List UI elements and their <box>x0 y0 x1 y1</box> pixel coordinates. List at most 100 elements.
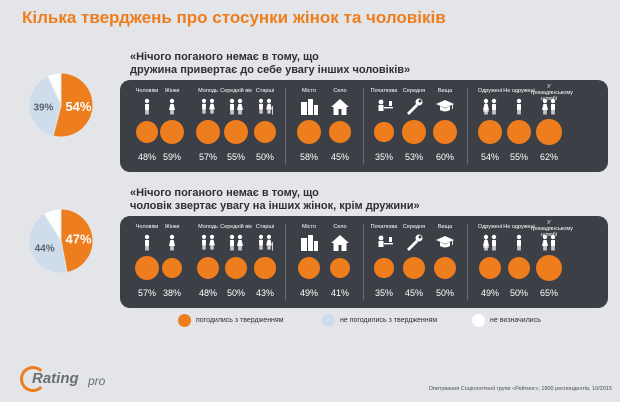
column-label: Село <box>333 88 347 94</box>
column-value: 35% <box>374 288 393 298</box>
value-bubble <box>329 121 351 143</box>
column-label: Жінки <box>164 88 180 94</box>
column-label: Середня <box>402 224 426 230</box>
pie-slice-disagree <box>28 75 62 137</box>
value-bubble <box>507 256 531 280</box>
pie-label-disagree: 44% <box>35 243 55 254</box>
column-value: 48% <box>198 288 217 298</box>
pie-slice-disagree <box>28 213 68 274</box>
value-bubble <box>254 257 276 279</box>
higher-education-icon <box>436 100 454 112</box>
elderly-icon <box>258 98 273 115</box>
statement-text: «Нічого поганого немає в тому, що чоловік… <box>130 187 420 213</box>
column-label: Початкова <box>370 88 398 94</box>
group-divider <box>285 88 286 164</box>
column-label: Одружені <box>477 88 503 94</box>
civil-marriage-icon <box>542 234 556 251</box>
single-icon <box>516 234 522 251</box>
statement-line-2: чоловік звертає увагу на інших жінок, кр… <box>130 200 420 212</box>
value-bubble <box>159 119 185 145</box>
statement-line-2: дружина привертає до себе увагу інших чо… <box>130 64 411 76</box>
value-bubble <box>253 120 277 144</box>
value-bubble <box>478 256 502 280</box>
column-label: У громадянському шлюбі <box>531 84 573 102</box>
statement-line-1: «Нічого поганого немає в тому, що <box>130 187 319 199</box>
pie-slice-undecided <box>46 72 62 106</box>
elderly-icon <box>258 234 273 251</box>
legend-agree-label: погодились з твердженням <box>196 317 284 324</box>
pie-slice-agree <box>60 208 94 274</box>
value-bubble <box>224 120 248 144</box>
breakdown-panel: Чоловіки 57% Жінки 38% Молодь 48% Середній вік… <box>120 216 608 308</box>
column-value: 49% <box>480 288 499 298</box>
column-label: Молодь <box>198 224 218 230</box>
column-value: 49% <box>299 288 318 298</box>
value-bubble <box>536 119 562 145</box>
legend-undecided-label: не визначились <box>490 317 541 324</box>
city-icon <box>301 235 318 251</box>
column-value: 41% <box>330 288 349 298</box>
column-label: У громадянському шлюбі <box>531 220 573 238</box>
column-label: Чоловіки <box>135 224 159 230</box>
column-value: 60% <box>435 152 454 162</box>
legend-undecided-swatch <box>472 314 485 327</box>
value-bubble <box>162 258 182 278</box>
group-divider <box>467 88 468 164</box>
value-bubble <box>374 122 394 142</box>
column-value: 45% <box>404 288 423 298</box>
column-value: 54% <box>480 152 499 162</box>
column-label: Не одружені <box>503 88 535 94</box>
pie-label-disagree: 39% <box>33 103 53 114</box>
value-bubble <box>329 257 351 279</box>
youth-icon <box>201 98 215 114</box>
column-label: Місто <box>301 88 317 94</box>
column-label: Не одружені <box>503 224 535 230</box>
column-label: Вища <box>437 224 453 230</box>
column-label: Село <box>333 224 347 230</box>
group-divider <box>363 88 364 164</box>
pie-slice-agree <box>52 72 94 138</box>
value-bubble <box>374 258 394 278</box>
column-value: 50% <box>226 288 245 298</box>
woman-icon <box>169 234 175 251</box>
married-icon <box>483 234 497 251</box>
village-icon <box>331 235 349 251</box>
column-value: 35% <box>374 152 393 162</box>
column-value: 55% <box>226 152 245 162</box>
column-label: Місто <box>301 224 317 230</box>
single-icon <box>516 98 522 115</box>
man-icon <box>144 234 150 251</box>
city-icon <box>301 99 318 115</box>
value-bubble <box>478 120 502 144</box>
value-bubble <box>432 119 458 145</box>
column-value: 38% <box>162 288 181 298</box>
column-label: Чоловіки <box>135 88 159 94</box>
statement-line-1: «Нічого поганого немає в тому, що <box>130 51 319 63</box>
value-bubble <box>195 119 221 145</box>
column-value: 59% <box>162 152 181 162</box>
group-divider <box>285 224 286 300</box>
man-icon <box>144 98 150 115</box>
column-label: Одружені <box>477 224 503 230</box>
value-bubble <box>196 256 220 280</box>
column-label: Вища <box>437 88 453 94</box>
logo-ring-icon <box>20 366 46 392</box>
middle-age-icon <box>229 234 243 251</box>
pie-chart: 47% 44% <box>28 208 94 274</box>
source-footnote: Опитування Соціологічної групи «Рейтинг»… <box>428 386 612 392</box>
legend-disagree-swatch <box>322 314 335 327</box>
value-bubble <box>296 119 322 145</box>
value-bubble <box>433 256 457 280</box>
value-bubble <box>402 120 426 144</box>
column-value: 50% <box>255 152 274 162</box>
column-value: 65% <box>539 288 558 298</box>
column-value: 57% <box>198 152 217 162</box>
middle-age-icon <box>229 98 243 115</box>
married-icon <box>483 98 497 115</box>
column-value: 45% <box>330 152 349 162</box>
column-label: Молодь <box>198 88 218 94</box>
value-bubble <box>135 120 159 144</box>
column-label: Жінки <box>164 224 180 230</box>
higher-education-icon <box>436 236 454 248</box>
value-bubble <box>297 256 321 280</box>
